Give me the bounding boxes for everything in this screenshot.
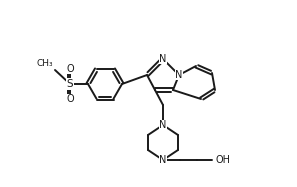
Text: N: N [159,155,167,165]
Text: O: O [66,64,74,74]
Text: N: N [159,120,167,130]
Text: O: O [66,94,74,104]
Text: OH: OH [215,155,230,165]
Text: N: N [175,70,183,80]
Text: CH₃: CH₃ [36,59,53,68]
Text: N: N [159,54,167,64]
Text: S: S [67,79,73,89]
